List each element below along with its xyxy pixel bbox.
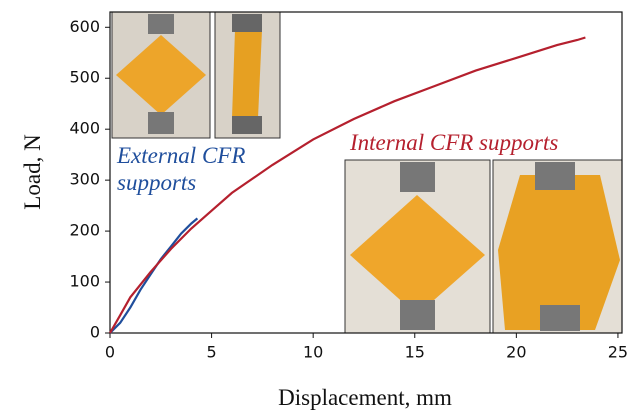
photo <box>493 160 622 333</box>
x-tick-label: 0 <box>105 343 115 362</box>
photo <box>112 12 210 138</box>
annotation-line: Internal CFR supports <box>349 130 558 155</box>
y-axis-label: Load, N <box>20 134 45 210</box>
x-tick-label: 15 <box>405 343 425 362</box>
annotation: Internal CFR supports <box>349 130 558 155</box>
annotation-line: External CFR <box>116 143 245 168</box>
y-tick-label: 500 <box>69 68 100 87</box>
x-tick-label: 20 <box>506 343 526 362</box>
x-axis-label: Displacement, mm <box>278 385 452 410</box>
annotation-line: supports <box>117 170 196 195</box>
y-tick-label: 100 <box>69 272 100 291</box>
y-tick-label: 200 <box>69 221 100 240</box>
chart: Displacement, mm Load, N 010020030040050… <box>0 0 628 416</box>
y-tick-label: 300 <box>69 170 100 189</box>
y-tick-label: 600 <box>69 17 100 36</box>
x-tick-label: 10 <box>303 343 323 362</box>
y-tick-label: 400 <box>69 119 100 138</box>
photo <box>345 160 490 333</box>
x-tick-label: 25 <box>608 343 628 362</box>
x-tick-label: 5 <box>206 343 216 362</box>
y-tick-label: 0 <box>90 323 100 342</box>
photo <box>215 12 280 138</box>
